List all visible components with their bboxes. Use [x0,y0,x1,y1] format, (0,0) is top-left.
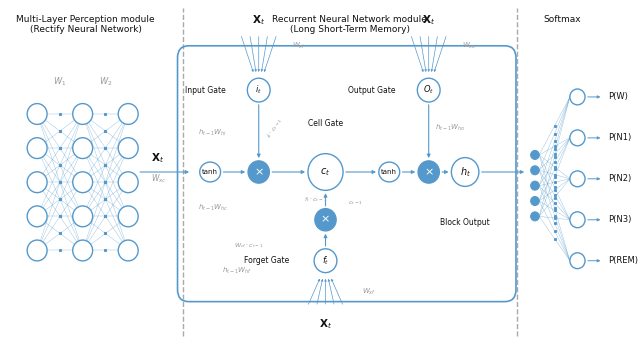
Circle shape [531,212,540,221]
Circle shape [531,150,540,159]
Text: $O_t$: $O_t$ [423,84,435,96]
Text: $W_1$: $W_1$ [54,75,67,88]
Circle shape [308,154,343,190]
Circle shape [118,206,138,227]
Circle shape [27,206,47,227]
Circle shape [418,161,439,183]
Circle shape [570,130,585,146]
Circle shape [451,158,479,186]
Text: $\mathbf{X}_t$: $\mathbf{X}_t$ [319,317,332,331]
Text: $c_t$: $c_t$ [321,166,331,178]
Circle shape [248,161,269,183]
Text: ×: × [254,167,264,177]
Text: P(N2): P(N2) [608,174,632,183]
Text: $c_{t-1}$: $c_{t-1}$ [348,200,363,207]
Text: $h_{t-1}W_{hc}$: $h_{t-1}W_{hc}$ [198,203,228,213]
Text: $W_{xc}$: $W_{xc}$ [151,173,166,185]
Text: $W_{cf} \cdot c_{t-1}$: $W_{cf} \cdot c_{t-1}$ [234,241,264,250]
Text: tanh: tanh [381,169,397,175]
Text: Output Gate: Output Gate [348,86,396,95]
Circle shape [73,240,93,261]
Text: P(N1): P(N1) [608,133,632,142]
Circle shape [531,181,540,190]
Text: Cell Gate: Cell Gate [308,119,343,128]
Circle shape [118,138,138,159]
Text: $W_{xo}$: $W_{xo}$ [462,41,477,51]
Circle shape [73,206,93,227]
Text: $h_t$: $h_t$ [460,165,470,179]
Circle shape [247,78,270,102]
Circle shape [417,78,440,102]
Circle shape [570,89,585,105]
Circle shape [570,171,585,187]
Text: Forget Gate: Forget Gate [244,256,289,265]
Circle shape [27,138,47,159]
Text: Multi-Layer Perception module
(Rectify Neural Network): Multi-Layer Perception module (Rectify N… [17,15,155,34]
Circle shape [118,240,138,261]
Circle shape [531,196,540,205]
Text: $h_{t-1}W_{hf}$: $h_{t-1}W_{hf}$ [222,266,252,276]
Circle shape [570,253,585,269]
Text: tanh: tanh [202,169,218,175]
Circle shape [73,172,93,193]
Ellipse shape [379,162,400,182]
Circle shape [73,104,93,125]
Ellipse shape [200,162,221,182]
Circle shape [118,172,138,193]
Circle shape [118,104,138,125]
Text: $W_{xi}$: $W_{xi}$ [292,41,305,51]
Circle shape [27,104,47,125]
Circle shape [314,249,337,273]
Text: $W_{xf}$: $W_{xf}$ [362,286,376,297]
Circle shape [570,212,585,228]
Text: $i_t$: $i_t$ [255,84,262,96]
Text: $h_{t-1}W_{hi}$: $h_{t-1}W_{hi}$ [198,128,227,138]
Text: $h_{t-1}W_{ho}$: $h_{t-1}W_{ho}$ [435,122,465,133]
Text: $f_t$: $f_t$ [322,255,329,267]
Text: P(W): P(W) [608,93,628,101]
Text: $\mathbf{X}_t$: $\mathbf{X}_t$ [151,151,164,165]
Circle shape [315,209,336,231]
Circle shape [27,172,47,193]
Text: Input Gate: Input Gate [184,86,225,95]
Text: Block Output: Block Output [440,218,490,227]
Text: $f_t \cdot c_{t-1}$: $f_t \cdot c_{t-1}$ [304,195,328,204]
Text: ×: × [424,167,433,177]
Circle shape [531,166,540,175]
Text: ×: × [321,215,330,225]
Text: Recurrent Neural Network module
(Long Short-Term Memory): Recurrent Neural Network module (Long Sh… [273,15,428,34]
Text: P(REM): P(REM) [608,256,638,265]
Text: $W_2$: $W_2$ [99,75,113,88]
Text: $\mathbf{X}_t$: $\mathbf{X}_t$ [252,13,266,27]
Text: $\mathbf{X}_t$: $\mathbf{X}_t$ [422,13,435,27]
Circle shape [27,240,47,261]
Text: Softmax: Softmax [543,15,581,24]
Text: $i_t \cdot c_{t-1}$: $i_t \cdot c_{t-1}$ [265,116,285,140]
Circle shape [73,138,93,159]
Text: P(N3): P(N3) [608,215,632,224]
